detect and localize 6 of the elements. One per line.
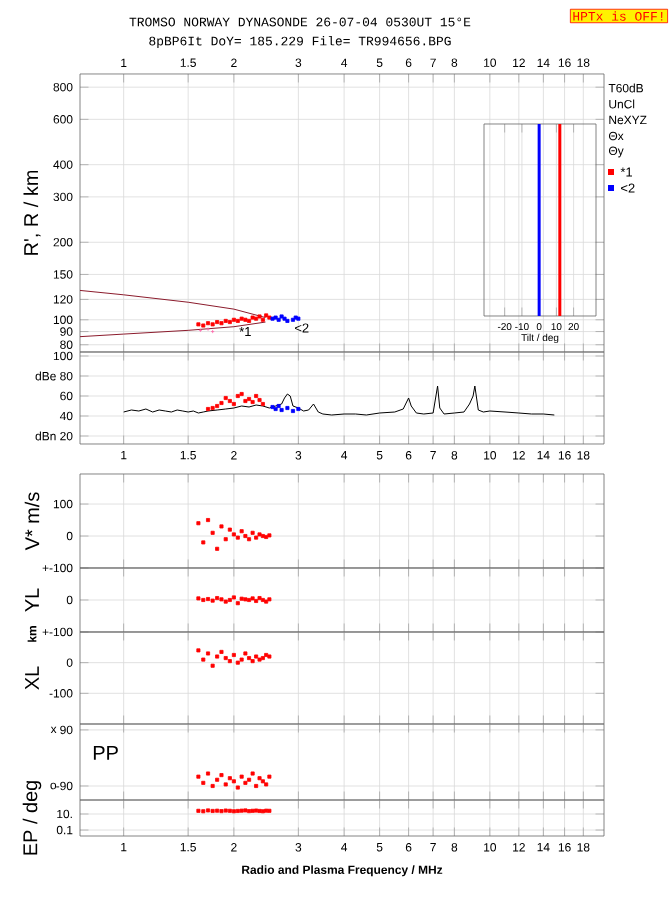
y-axis-title: XL — [25, 666, 39, 690]
y-axis-title: R', R / km — [23, 170, 41, 255]
y-axis-title: YL — [25, 588, 39, 612]
y-axis-title: PP — [93, 746, 118, 760]
y-axis-title: EP / deg — [22, 781, 42, 855]
y-axis-title: V* m/s — [24, 492, 40, 551]
